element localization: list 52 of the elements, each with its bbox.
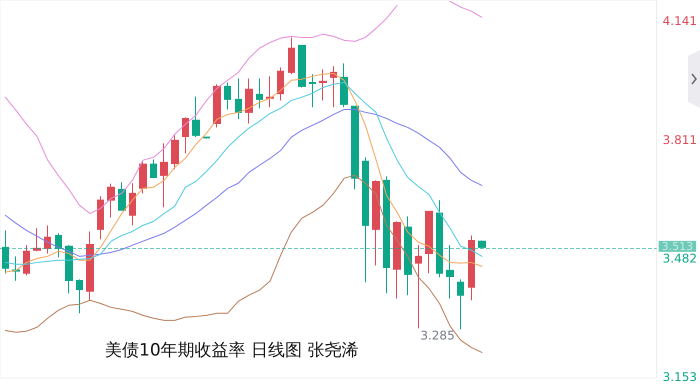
- candlestick: [362, 156, 369, 283]
- candlestick: [256, 78, 263, 109]
- ref-line-label: 3.513: [662, 240, 694, 253]
- candlestick: [415, 244, 422, 329]
- candlestick: [118, 182, 126, 211]
- candlestick: [182, 116, 189, 154]
- y-tick-label: 4.141: [662, 14, 698, 28]
- candlestick: [44, 224, 51, 254]
- candlestick: [319, 68, 327, 101]
- candlestick: [65, 244, 73, 294]
- candlestick: [150, 158, 157, 179]
- candlestick: [192, 96, 200, 138]
- candlestick: [23, 244, 30, 276]
- candlestick: [351, 106, 359, 190]
- candlestick: [457, 278, 464, 330]
- annotation: 3.285: [420, 328, 455, 342]
- line-series: [4, 108, 482, 257]
- candlestick: [2, 230, 9, 274]
- candlestick: [266, 76, 274, 108]
- text: 美债10年期收益率 日线图 张尧浠: [105, 340, 358, 360]
- candlestick: [446, 244, 454, 299]
- candlestick: [404, 216, 412, 296]
- candlestick: [55, 232, 62, 258]
- candlestick: [340, 62, 348, 108]
- candlestick: [33, 228, 41, 252]
- candlestick: [372, 180, 380, 266]
- candlestick: [129, 182, 136, 226]
- candlestick: [97, 196, 104, 240]
- candlestick: [298, 44, 306, 88]
- candlestick: [160, 142, 168, 208]
- candlestick: [425, 210, 433, 274]
- candlestick: [86, 230, 94, 301]
- candlestick: [468, 234, 475, 301]
- y-tick-label: 3.153: [662, 370, 698, 384]
- candlestick: [245, 78, 253, 124]
- candlestick: [203, 136, 210, 140]
- candlestick: [224, 82, 231, 110]
- candlestick: [235, 78, 242, 120]
- y-tick-label: 3.482: [662, 251, 698, 266]
- y-tick-label: 3.811: [662, 133, 698, 148]
- candlestick: [288, 36, 295, 75]
- candlestick: [436, 200, 443, 278]
- candlestick: [213, 84, 221, 128]
- candlestick: [107, 183, 115, 218]
- candlestick: [383, 176, 390, 294]
- candlestick: [478, 240, 486, 249]
- candlestick: [76, 278, 83, 314]
- candlestick: [139, 160, 147, 194]
- candlestick: [309, 74, 316, 108]
- candlestick: [171, 134, 179, 170]
- candlestick: [393, 220, 401, 299]
- candlestick: [277, 66, 284, 101]
